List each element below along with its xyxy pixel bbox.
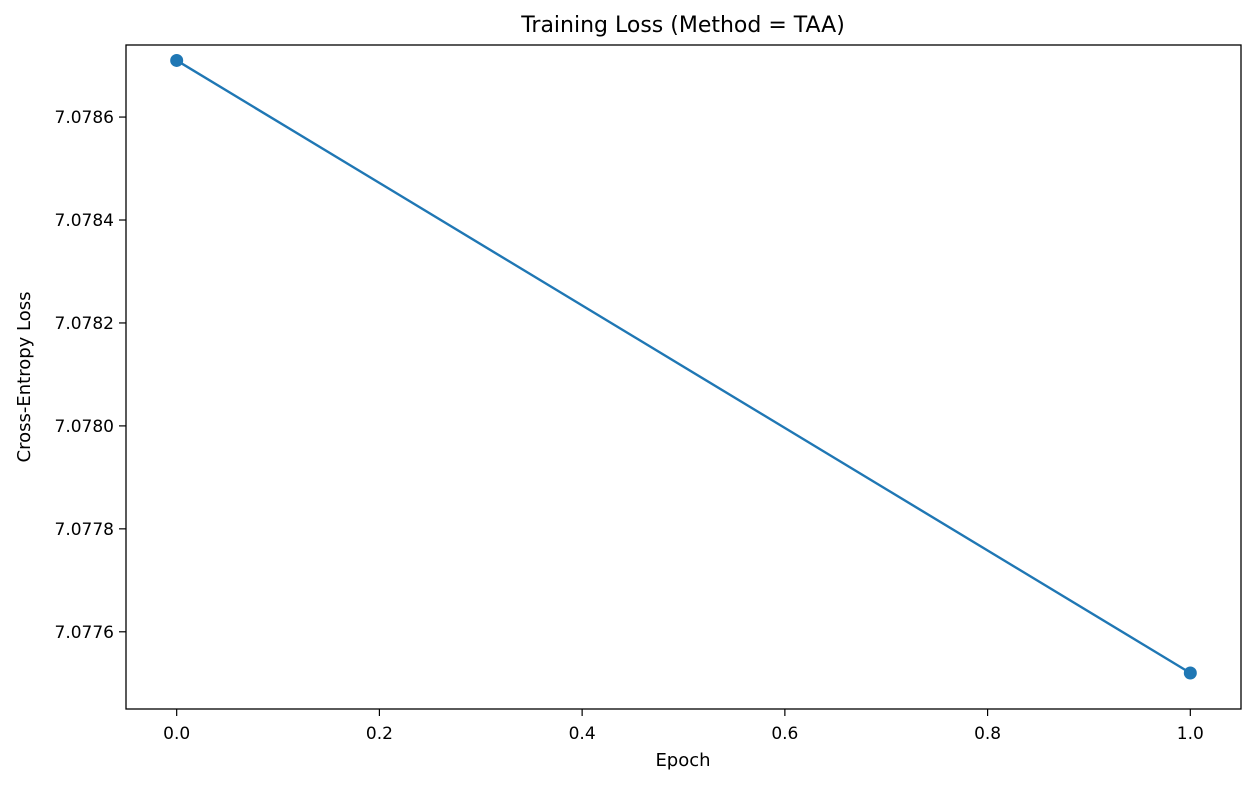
series-line bbox=[176, 59, 1191, 674]
x-tick-label: 0.8 bbox=[974, 724, 1001, 744]
plot-frame bbox=[125, 44, 1242, 710]
x-tick-label: 1.0 bbox=[1177, 724, 1204, 744]
x-tick-label: 0.2 bbox=[366, 724, 393, 744]
y-tick-label: 7.0782 bbox=[55, 314, 114, 334]
y-axis-label: Cross-Entropy Loss bbox=[14, 292, 35, 463]
y-tick-label: 7.0780 bbox=[55, 417, 114, 437]
y-tick-label: 7.0778 bbox=[55, 520, 114, 540]
y-tick-label: 7.0784 bbox=[55, 211, 114, 231]
series-layer bbox=[170, 53, 1197, 680]
x-tick-label: 0.4 bbox=[569, 724, 596, 744]
x-tick-label: 0.6 bbox=[771, 724, 798, 744]
y-tick-label: 7.0786 bbox=[55, 108, 114, 128]
x-tick-label: 0.0 bbox=[163, 724, 190, 744]
y-tick-label: 7.0776 bbox=[55, 623, 114, 643]
x-axis-label: Epoch bbox=[655, 750, 710, 771]
data-point bbox=[1183, 666, 1197, 680]
x-axis-ticks: 0.0 0.2 0.4 0.6 0.8 1.0 bbox=[163, 709, 1204, 744]
data-point bbox=[170, 53, 184, 67]
chart-title: Training Loss (Method = TAA) bbox=[520, 13, 845, 38]
y-axis-ticks: 7.0776 7.0778 7.0780 7.0782 7.0784 7.0786 bbox=[55, 108, 126, 643]
